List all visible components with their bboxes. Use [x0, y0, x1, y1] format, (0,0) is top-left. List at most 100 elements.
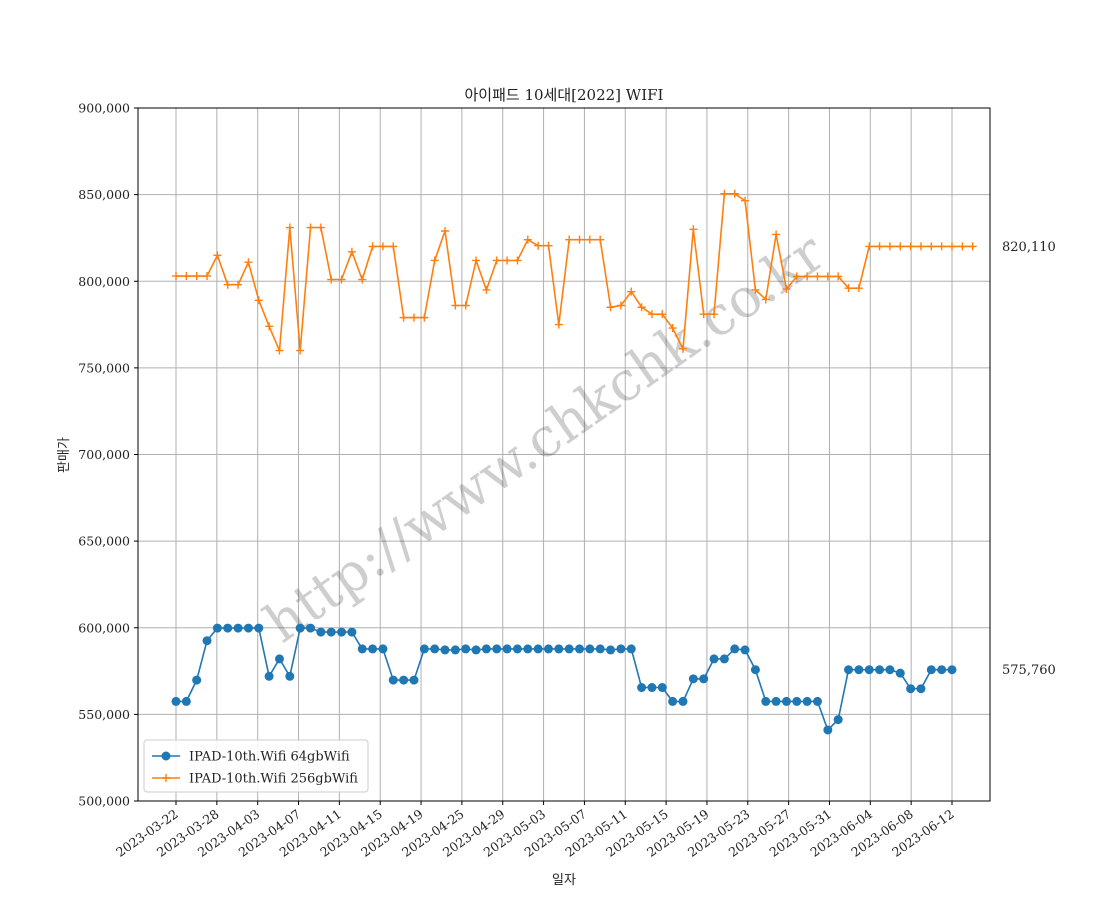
data-point: [430, 256, 439, 265]
data-point: [833, 715, 843, 725]
data-point: [781, 696, 791, 706]
data-point: [575, 235, 584, 244]
data-point: [461, 644, 471, 654]
data-point: [327, 275, 336, 284]
data-point: [637, 303, 646, 312]
data-point: [585, 235, 594, 244]
data-point: [513, 256, 522, 265]
data-point: [316, 627, 326, 637]
data-point: [906, 242, 915, 251]
data-point: [254, 623, 264, 633]
data-point: [730, 189, 739, 198]
data-point: [306, 623, 316, 633]
data-point: [554, 644, 564, 654]
data-point: [368, 644, 378, 654]
legend-marker: [162, 774, 170, 782]
data-point: [895, 668, 905, 678]
data-point: [596, 235, 605, 244]
data-point: [575, 644, 585, 654]
data-point: [751, 285, 760, 294]
data-point: [296, 346, 305, 355]
data-point: [906, 684, 916, 694]
data-point: [523, 644, 533, 654]
data-point: [865, 242, 874, 251]
data-point: [771, 696, 781, 706]
data-point: [399, 313, 408, 322]
data-point: [285, 223, 294, 232]
data-point: [285, 671, 295, 681]
data-point: [564, 644, 574, 654]
data-point: [223, 623, 233, 633]
data-point: [968, 242, 977, 251]
data-point: [844, 665, 854, 675]
data-point: [740, 645, 750, 655]
data-point: [792, 696, 802, 706]
data-point: [750, 665, 760, 675]
data-point: [181, 696, 191, 706]
data-point: [668, 324, 677, 333]
data-point: [616, 644, 626, 654]
data-point: [461, 301, 470, 310]
legend-label: IPAD-10th.Wifi 256gbWifi: [189, 772, 358, 787]
data-point: [223, 280, 232, 289]
series-1: [171, 623, 957, 735]
data-point: [823, 725, 833, 735]
x-axis-label: 일자: [552, 873, 576, 888]
data-point: [358, 275, 367, 284]
data-point: [347, 627, 357, 637]
data-point: [471, 645, 481, 655]
data-point: [451, 301, 460, 310]
data-point: [844, 284, 853, 293]
data-point: [254, 296, 263, 305]
data-point: [761, 696, 771, 706]
series-2: [172, 189, 977, 355]
data-point: [399, 675, 409, 685]
data-point: [678, 696, 688, 706]
data-point: [440, 645, 450, 655]
data-point: [472, 256, 481, 265]
data-point: [295, 623, 305, 633]
data-point: [441, 227, 450, 236]
data-point: [533, 644, 543, 654]
data-point: [834, 272, 843, 281]
data-point: [502, 644, 512, 654]
data-point: [420, 313, 429, 322]
data-point: [347, 247, 356, 256]
data-point: [306, 223, 315, 232]
data-point: [337, 627, 347, 637]
chart-title: 아이패드 10세대[2022] WIFI: [465, 86, 664, 104]
data-point: [916, 242, 925, 251]
data-point: [378, 644, 388, 654]
data-point: [812, 696, 822, 706]
data-point: [182, 272, 191, 281]
data-point: [368, 242, 377, 251]
data-point: [802, 696, 812, 706]
data-point: [543, 644, 553, 654]
data-point: [678, 344, 687, 353]
y-axis-label: 판매가: [57, 437, 72, 473]
data-point: [626, 644, 636, 654]
data-point: [409, 313, 418, 322]
data-point: [864, 665, 874, 675]
data-point: [503, 256, 512, 265]
y-tick-label: 900,000: [78, 101, 130, 116]
end-label-series-2: 820,110: [1002, 240, 1056, 255]
data-point: [171, 696, 181, 706]
data-point: [699, 310, 708, 319]
y-axis: 500,000 550,000 600,000 650,000 700,000 750,0…: [78, 101, 138, 809]
y-tick-label: 700,000: [78, 447, 130, 462]
series-line: [176, 193, 973, 352]
end-labels: 575,760 820,110: [1002, 240, 1056, 678]
data-point: [937, 242, 946, 251]
data-point: [274, 654, 284, 664]
data-point: [823, 272, 832, 281]
data-point: [606, 645, 616, 655]
data-point: [875, 665, 885, 675]
data-point: [482, 285, 491, 294]
y-tick-label: 650,000: [78, 534, 130, 549]
data-point: [389, 242, 398, 251]
data-point: [772, 230, 781, 239]
data-point: [243, 623, 253, 633]
legend-label: IPAD-10th.Wifi 64gbWifi: [189, 750, 350, 765]
